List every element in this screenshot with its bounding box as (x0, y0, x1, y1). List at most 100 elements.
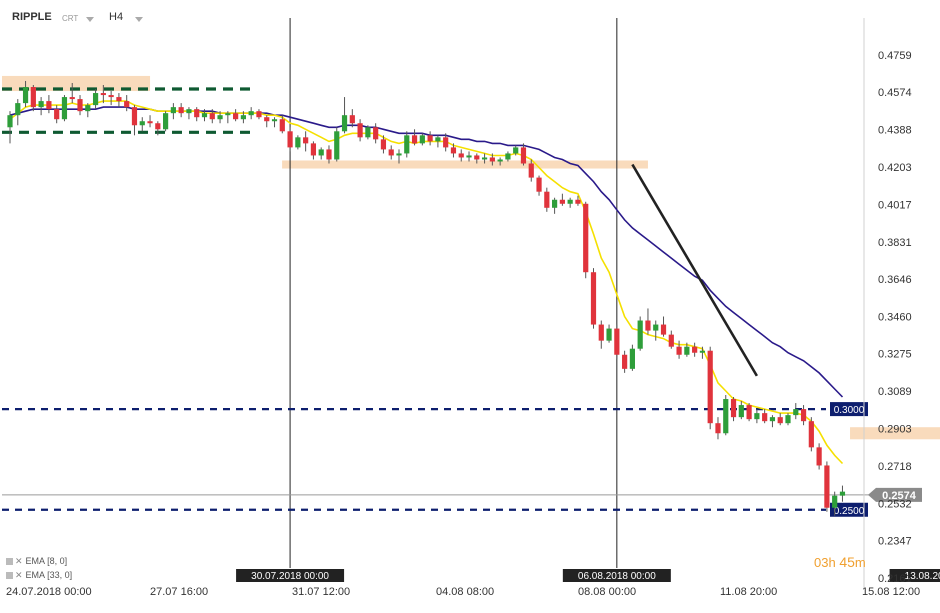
candle-body (85, 105, 91, 112)
close-icon[interactable]: ✕ (15, 570, 23, 580)
crosshair-label: 13.08.2018 00:00 (905, 571, 940, 582)
candle (622, 350, 628, 373)
candle-body (777, 417, 783, 424)
candle (139, 117, 145, 132)
candle-body (22, 87, 29, 104)
candle-body (824, 465, 830, 508)
y-tick-label: 0.2903 (878, 424, 912, 436)
candle (287, 127, 293, 152)
candle-body (201, 113, 208, 118)
chevron-down-icon[interactable] (86, 17, 94, 22)
candle-body (419, 135, 425, 144)
timeframe-label[interactable]: H4 (109, 11, 124, 23)
candle-body (800, 409, 807, 422)
candle (816, 443, 822, 470)
candle (318, 147, 324, 160)
indicator-legend-ema-slow[interactable]: ✕ EMA [33, 0] (6, 570, 72, 581)
candle (100, 84, 106, 104)
settings-icon[interactable] (6, 572, 13, 579)
chevron-down-icon[interactable] (135, 17, 143, 22)
y-tick-label: 0.4388 (878, 125, 912, 137)
candle (271, 117, 278, 128)
candle (124, 95, 130, 112)
candle-body (279, 119, 285, 132)
candle-body (334, 131, 340, 160)
candle (373, 123, 379, 144)
candle (147, 115, 153, 128)
x-tick-label: 11.08 20:00 (720, 586, 777, 598)
candle (303, 131, 309, 152)
instrument-type-label[interactable]: CRT (62, 14, 79, 23)
settings-icon[interactable] (6, 558, 13, 565)
candle (341, 97, 348, 134)
candle-body (583, 203, 589, 273)
candle-body (559, 199, 565, 204)
x-tick-label: 08.08 00:00 (578, 586, 636, 598)
candle-body (404, 135, 410, 154)
candle (22, 80, 29, 108)
candle (38, 97, 44, 116)
candle-body (318, 149, 324, 156)
candle-body (660, 324, 667, 335)
candle-body (396, 153, 402, 156)
candle-body (264, 117, 270, 122)
candle-body (707, 350, 713, 424)
candle (264, 115, 270, 128)
candle-body (139, 121, 145, 126)
support-zone (850, 427, 940, 440)
symbol-label[interactable]: RIPPLE (12, 11, 52, 23)
close-icon[interactable]: ✕ (15, 556, 23, 566)
candle (785, 413, 791, 426)
candle (380, 135, 387, 154)
candle-body (69, 97, 75, 100)
candle (598, 320, 604, 349)
candle-body (808, 421, 814, 448)
candle (225, 111, 231, 124)
countdown-hours-unit: h (828, 555, 836, 570)
candle (583, 201, 589, 279)
zones-layer (2, 75, 940, 440)
candle (411, 129, 418, 146)
candle-body (466, 155, 472, 158)
candle-body (762, 413, 768, 422)
candle (357, 119, 363, 142)
candle-body (497, 159, 503, 162)
candle (256, 109, 262, 120)
candle-body (373, 127, 379, 140)
candle (54, 105, 60, 124)
candle-body (233, 113, 239, 120)
candle-body (769, 417, 776, 422)
candle (450, 143, 457, 158)
candle-body (92, 93, 99, 106)
candle (777, 413, 783, 426)
candle-body (357, 123, 363, 138)
candle (108, 91, 114, 106)
candle-body (481, 157, 488, 160)
candle (762, 409, 768, 424)
candle-body (668, 334, 674, 347)
indicator-legend-ema-fast[interactable]: ✕ EMA [8, 0] (6, 556, 67, 567)
x-tick-label: 15.08 12:00 (862, 586, 920, 598)
candle (209, 109, 215, 124)
y-tick-label: 0.3275 (878, 349, 912, 361)
y-tick-label: 0.3646 (878, 274, 912, 286)
candle (92, 89, 99, 110)
x-tick-label: 31.07 12:00 (292, 586, 350, 598)
candle-body (684, 346, 690, 355)
y-tick-label: 0.3089 (878, 386, 912, 398)
candle-body (310, 143, 317, 156)
candle-body (614, 328, 620, 355)
candle-body (552, 199, 558, 208)
candle (489, 153, 495, 166)
indicator-name: EMA (25, 570, 45, 580)
candle-body (7, 115, 13, 128)
candle-body (723, 399, 729, 434)
candle-body (240, 115, 246, 120)
candle (69, 82, 75, 104)
levels-layer: 0.3000 0.2500 0.2574 (2, 87, 922, 517)
candle-body (699, 350, 706, 353)
y-tick-label: 0.2532 (878, 498, 912, 510)
candle (77, 95, 83, 116)
